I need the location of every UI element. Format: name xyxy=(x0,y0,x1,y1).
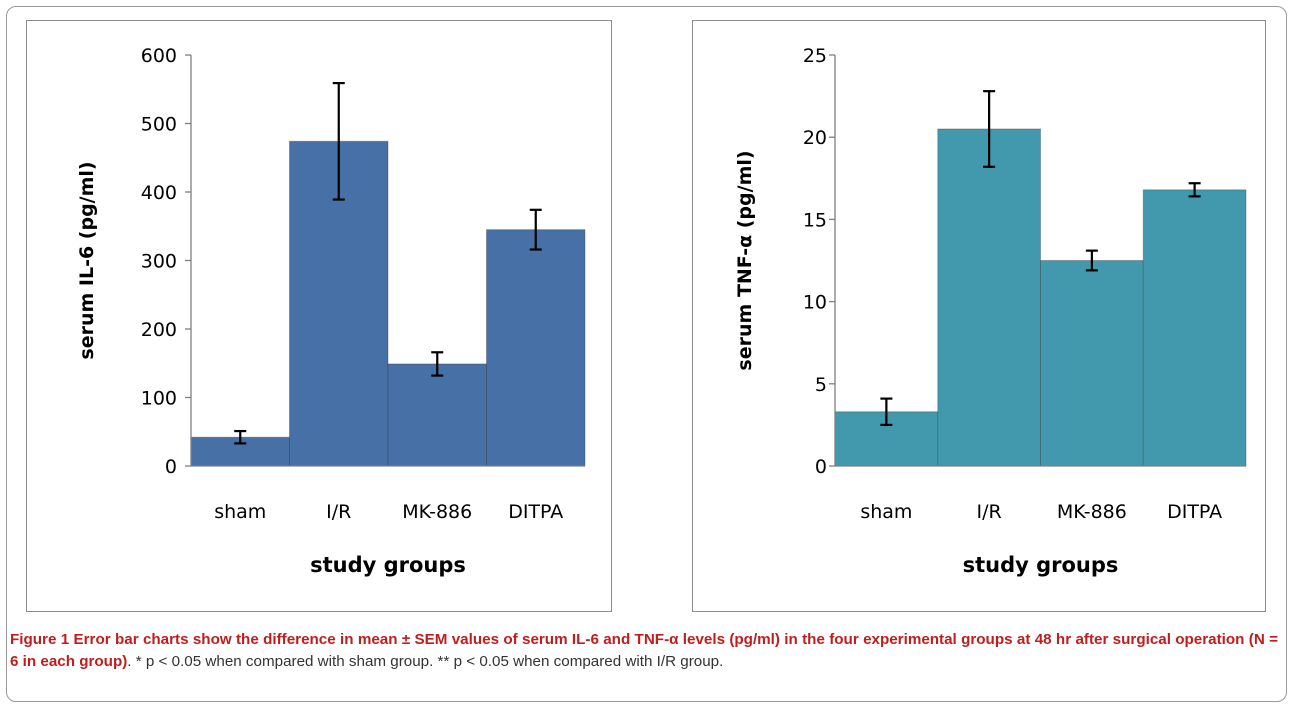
tnf-error-bar-2 xyxy=(1085,249,1098,272)
il6-bar-2 xyxy=(387,363,487,467)
tnf-x-axis-title: study groups xyxy=(963,553,1119,577)
tnf-chart-panel: 0 5 10 15 20 25 sham I/R MK-886 DITPA study groups… xyxy=(692,20,1266,612)
il6-y-tick-label-1: 100 xyxy=(141,388,177,410)
il6-x-axis-title: study groups xyxy=(310,553,466,577)
figure-caption: Figure 1 Error bar charts show the diffe… xyxy=(10,629,1278,673)
tnf-bar-1 xyxy=(937,128,1041,467)
tnf-error-bar-1 xyxy=(983,90,996,168)
il6-y-tick-label-0: 0 xyxy=(165,456,177,478)
figure-frame xyxy=(6,6,1287,702)
tnf-bar-2 xyxy=(1040,260,1144,467)
tnf-y-tick-label-2: 10 xyxy=(803,292,827,314)
tnf-x-tick-label-1: I/R xyxy=(977,501,1002,523)
il6-x-tick-label-3: DITPA xyxy=(508,501,563,523)
il6-x-tick-label-2: MK-886 xyxy=(402,501,472,523)
tnf-x-tick-label-0: sham xyxy=(860,501,912,523)
il6-error-bar-3 xyxy=(529,208,542,251)
tnf-y-tick-label-0: 0 xyxy=(815,456,827,478)
tnf-y-tick-label-4: 20 xyxy=(803,127,827,149)
il6-x-tick-label-0: sham xyxy=(214,501,266,523)
il6-x-tick-label-1: I/R xyxy=(326,501,351,523)
tnf-chart: 0 5 10 15 20 25 sham I/R MK-886 DITPA study groups… xyxy=(734,45,1247,577)
tnf-y-tick-label-1: 5 xyxy=(815,374,827,396)
il6-y-tick-label-4: 400 xyxy=(141,182,177,204)
il6-chart-panel: 0 100 200 300 400 500 600 sham I/R MK-886 DITPA stu… xyxy=(26,20,612,612)
tnf-y-axis-title: serum TNF-α (pg/ml) xyxy=(734,150,756,370)
il6-bar-3 xyxy=(486,229,586,467)
tnf-x-tick-label-2: MK-886 xyxy=(1057,501,1127,523)
il6-y-tick-label-2: 200 xyxy=(141,319,177,341)
tnf-x-tick-label-3: DITPA xyxy=(1167,501,1222,523)
il6-y-tick-label-5: 500 xyxy=(141,114,177,136)
il6-error-bar-1 xyxy=(332,81,345,201)
tnf-y-tick-label-5: 25 xyxy=(803,45,827,67)
tnf-error-bar-0 xyxy=(880,397,893,426)
caption-bold-text: Error bar charts show the difference in … xyxy=(10,631,1278,670)
tnf-y-tick-label-3: 15 xyxy=(803,209,827,231)
il6-y-tick-label-6: 600 xyxy=(141,45,177,67)
tnf-error-bar-3 xyxy=(1188,182,1201,198)
il6-chart: 0 100 200 300 400 500 600 sham I/R MK-886 DITPA stu… xyxy=(76,45,586,577)
il6-error-bar-0 xyxy=(234,429,247,445)
il6-y-axis-title: serum IL-6 (pg/ml) xyxy=(76,161,98,359)
il6-y-tick-label-3: 300 xyxy=(141,251,177,273)
caption-rest-text: . * p < 0.05 when compared with sham gro… xyxy=(127,653,724,670)
tnf-bar-3 xyxy=(1142,189,1247,467)
caption-label: Figure 1 xyxy=(10,631,70,648)
il6-error-bar-2 xyxy=(431,351,444,377)
